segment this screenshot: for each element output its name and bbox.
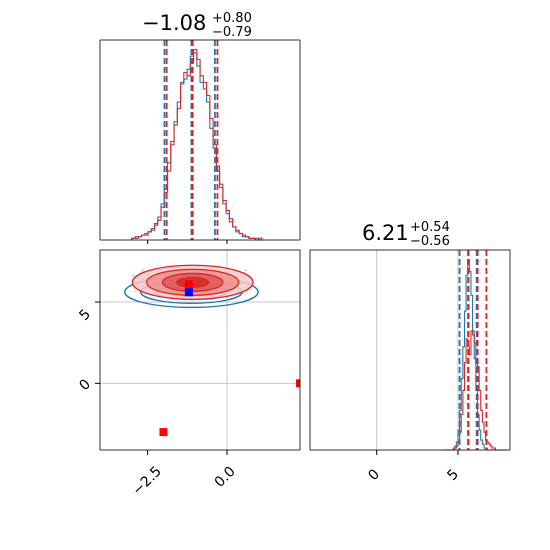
sample-point	[132, 274, 135, 277]
scatter-x-ticks: −2.5 0.0	[129, 463, 238, 498]
sample-point	[140, 270, 143, 273]
hist1-title-upper: +0.80	[212, 11, 252, 26]
hist2-title-upper: +0.54	[410, 220, 450, 235]
hist2-title: 6.21 +0.54 −0.56	[362, 220, 450, 249]
sample-point	[134, 290, 137, 293]
histogram-series-a	[441, 330, 507, 451]
hist2-x-tick: 5	[444, 466, 462, 484]
hist2-x-tick: 0	[365, 466, 383, 484]
axes-frame	[309, 249, 511, 451]
axes-frame	[99, 249, 301, 451]
scatter-y-tick: 0	[76, 376, 94, 394]
scatter-x-tick: 0.0	[212, 464, 239, 491]
scatter-y-ticks: 5 0	[76, 306, 94, 394]
hist2-x-ticks: 0 5	[365, 466, 462, 484]
hist2-panel	[309, 249, 511, 455]
red-marker	[296, 379, 300, 388]
blue-marker	[184, 288, 193, 297]
hist1-title: −1.08 +0.80 −0.79	[142, 11, 252, 40]
histogram-series-a	[131, 48, 263, 241]
scatter-x-tick: −2.5	[129, 463, 164, 498]
axes-frame	[99, 39, 301, 241]
plot-area	[100, 250, 300, 450]
sample-point	[142, 268, 145, 271]
hist1-panel	[99, 39, 301, 244]
red-marker	[184, 280, 193, 289]
scatter-panel	[95, 249, 301, 455]
hist1-title-lower: −0.79	[212, 25, 252, 40]
histogram-series-b	[131, 52, 262, 241]
scatter-y-tick: 5	[76, 306, 94, 324]
sample-point	[244, 269, 247, 272]
hist2-title-lower: −0.56	[410, 234, 450, 249]
red-marker	[159, 428, 168, 437]
histogram-series-b	[441, 258, 507, 451]
hist2-title-value: 6.21	[362, 221, 409, 245]
hist1-title-value: −1.08	[142, 11, 206, 35]
